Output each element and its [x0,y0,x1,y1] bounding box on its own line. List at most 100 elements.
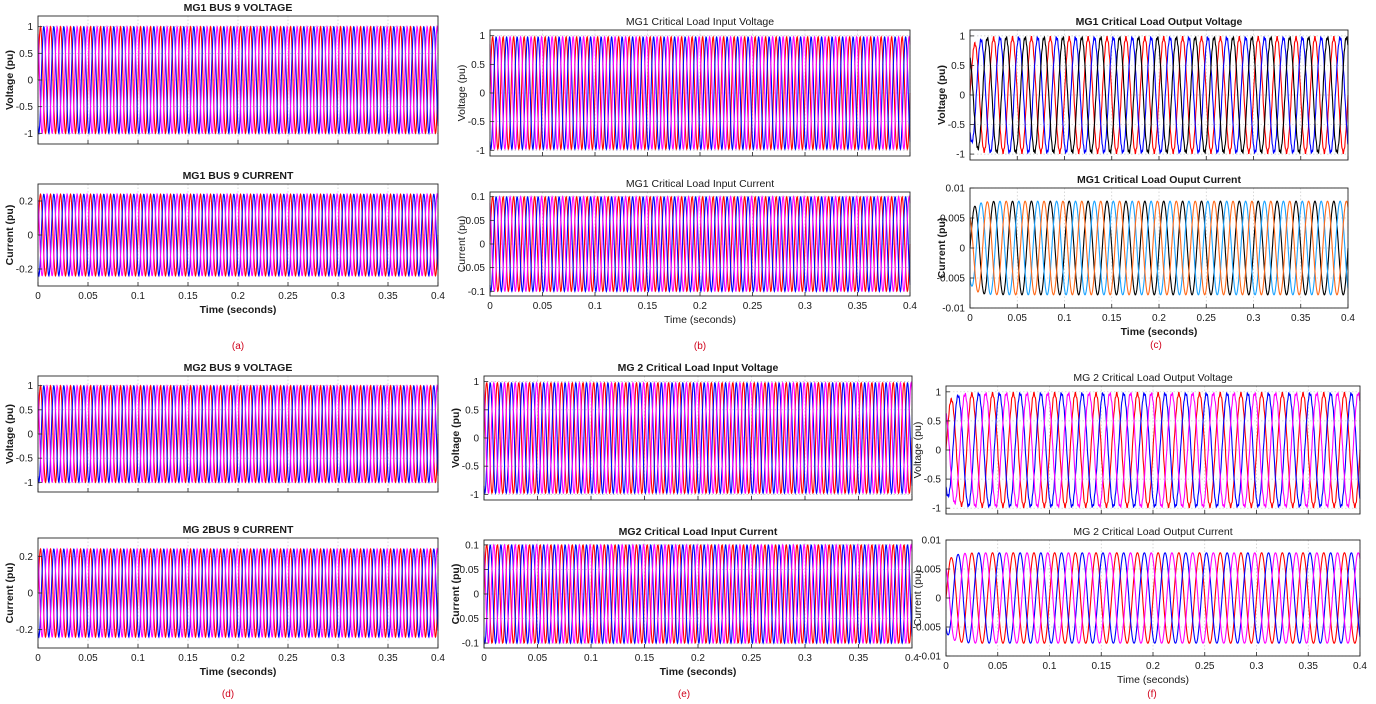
caption-b: (b) [694,341,706,352]
y-tick-label: 0.01 [946,184,966,195]
y-tick-label: 0.5 [19,405,33,416]
series-line-magenta [945,552,1361,644]
y-axis-label: Current (pu) [4,563,16,624]
subplot-3: 1 0.5 0 -0.5 -1 MG1 Critical Load Input Volta… [456,16,911,157]
series-line-magenta [483,543,913,644]
x-tick-label: 0 [35,291,41,302]
x-tick-label: 0.4 [431,653,445,664]
x-tick-label: 0.05 [1008,313,1028,324]
plot-title: MG2 BUS 9 VOLTAGE [184,362,293,374]
y-tick-label: 1 [27,381,33,392]
x-tick-label: 0.25 [1197,313,1217,324]
x-axis-label: Time (seconds) [200,304,277,316]
series-line-red [37,25,439,135]
series-line-blue [37,193,439,278]
plot-title: MG 2 Critical Load Output Current [1073,526,1232,538]
series-line-red [945,552,1361,644]
y-tick-label: 1 [479,31,485,42]
y-tick-label: 1 [27,22,33,33]
y-tick-label: 0 [479,89,485,100]
y-axis-label: Current (pu) [4,205,16,266]
y-tick-label: 0 [27,430,33,441]
y-axis-label: Voltage (pu) [4,404,16,464]
series-line-red [483,381,913,495]
y-tick-label: 0 [935,594,941,605]
x-tick-label: 0.2 [691,653,705,664]
caption-a: (a) [232,341,244,352]
x-tick-label: 0.05 [78,653,98,664]
y-tick-label: 0 [27,231,33,242]
x-tick-label: 0.25 [278,291,298,302]
subplot-2: 0.2 0 -0.2 0 0.05 0.1 0.15 0.2 0.25 0.3 0.35 0.4 MG1… [4,170,445,316]
series-line-blue [945,552,1361,644]
y-tick-label: 0 [959,91,965,102]
y-tick-label: -0.05 [462,263,485,274]
series-line-red [489,195,911,293]
y-axis-label: Voltage (pu) [912,422,924,479]
y-tick-label: 0.5 [465,405,479,416]
y-tick-label: -0.5 [948,120,966,131]
y-tick-label: -0.5 [924,475,942,486]
series-line-blue [37,385,439,484]
x-tick-label: 0.25 [1195,661,1215,672]
y-tick-label: 0.2 [19,197,33,208]
y-axis-label: Current (pu) [936,218,948,279]
x-tick-label: 0.3 [1247,313,1261,324]
y-tick-label: -0.2 [16,625,34,636]
y-tick-label: 0 [473,590,479,601]
series-line-magenta [37,24,439,135]
y-tick-label: -0.5 [16,454,34,465]
y-tick-label: -1 [476,146,485,157]
y-tick-label: 0.5 [951,61,965,72]
y-tick-label: 0 [479,240,485,251]
y-tick-label: 1 [473,377,479,388]
x-tick-label: 0.25 [743,301,763,312]
x-tick-label: 0.4 [431,291,445,302]
y-tick-label: -0.01 [942,304,965,315]
y-tick-label: 0 [959,244,965,255]
x-tick-label: 0.4 [905,653,919,664]
series-line-magenta [37,547,439,638]
x-tick-label: 0.3 [1250,661,1264,672]
plot-title: MG1 Critical Load Input Voltage [626,16,774,28]
y-tick-label: -1 [470,490,479,501]
y-tick-label: -0.05 [456,614,479,625]
y-tick-label: -0.5 [468,117,486,128]
y-tick-label: 0.05 [460,565,480,576]
plot-title: MG 2 Critical Load Input Voltage [618,362,779,374]
x-tick-label: 0 [487,301,493,312]
x-tick-label: 0.05 [528,653,548,664]
series-line-blue [483,544,913,645]
series-line-magenta [489,35,911,150]
caption-c: (c) [1150,340,1162,351]
x-tick-label: 0.05 [988,661,1008,672]
y-tick-label: 0.1 [471,192,485,203]
x-tick-label: 0.3 [798,653,812,664]
subplot-10: 0.10.050-0.05-0.10 0.05 0.1 0.15 0.2 0.25 0.3 0… [450,526,919,678]
y-tick-label: 1 [935,387,941,398]
x-tick-label: 0.4 [903,301,917,312]
y-tick-label: -1 [24,129,33,140]
y-axis-label: Current (pu) [456,216,468,273]
x-tick-label: 0.1 [1058,313,1072,324]
series-line-black [969,200,1349,296]
y-tick-label: 0.005 [916,565,941,576]
subplot-7: 1 0.5 0 -0.5 -1 MG2 BUS 9 VOLTAGE Voltage (pu) [4,362,439,493]
plot-title: MG 2BUS 9 CURRENT [183,524,294,536]
y-tick-label: 0.1 [465,540,479,551]
plot-title: MG 2 Critical Load Output Voltage [1073,372,1232,384]
x-tick-label: 0.15 [638,301,658,312]
series-line-blue [489,196,911,293]
y-tick-label: 0 [27,589,33,600]
series-line-red [37,192,439,278]
series-line-blue [37,548,439,639]
subplot-8: 0.2 0 -0.2 0 0.05 0.1 0.15 0.2 0.25 0.3 0.35 0.4 MG … [4,524,445,678]
x-tick-label: 0.05 [78,291,98,302]
y-tick-label: -0.1 [468,287,486,298]
x-tick-label: 0.05 [533,301,553,312]
y-tick-label: 1 [959,31,965,42]
y-tick-label: -0.005 [913,623,942,634]
y-tick-label: 0.05 [466,216,486,227]
